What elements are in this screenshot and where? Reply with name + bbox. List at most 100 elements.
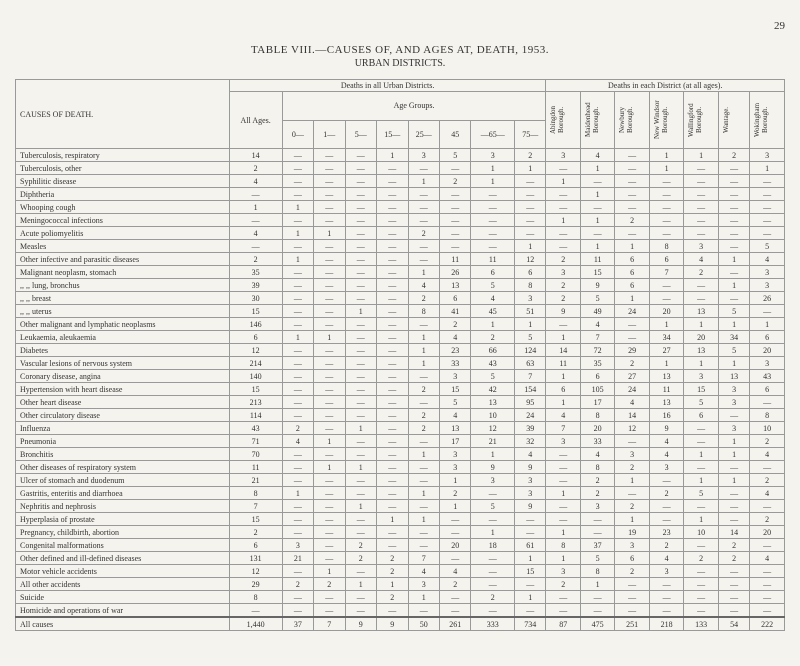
value-cell: — [649,188,683,201]
value-cell: — [314,539,345,552]
value-cell: 333 [471,617,514,631]
value-cell: 1 [282,331,313,344]
value-cell: 15 [440,383,471,396]
value-cell: 15 [229,305,282,318]
value-cell: — [377,175,408,188]
value-cell: 1 [615,240,649,253]
value-cell: — [314,201,345,214]
value-cell: 8 [580,461,614,474]
value-cell: — [282,357,313,370]
value-cell: — [471,188,514,201]
value-cell: 4 [471,292,514,305]
cause-cell: Tuberculosis, other [16,162,230,175]
value-cell: 11 [229,461,282,474]
value-cell: — [471,240,514,253]
value-cell: 4 [440,565,471,578]
value-cell: — [377,383,408,396]
value-cell: 3 [282,539,313,552]
value-cell: — [229,240,282,253]
value-cell: 2 [649,539,683,552]
value-cell: — [750,565,785,578]
value-cell: 1 [471,526,514,539]
value-cell: — [314,591,345,604]
value-cell: — [377,214,408,227]
value-cell: — [440,552,471,565]
value-cell: — [750,461,785,474]
district-col: Wallingford Borough. [686,93,704,147]
value-cell: — [408,461,439,474]
value-cell: — [718,500,749,513]
value-cell: 1 [314,461,345,474]
value-cell: 2 [345,552,376,565]
value-cell: 35 [580,357,614,370]
value-cell: — [440,513,471,526]
value-cell: 1 [282,201,313,214]
value-cell: — [282,383,313,396]
value-cell: 1 [408,266,439,279]
value-cell: 1 [314,435,345,448]
value-cell: 1 [282,227,313,240]
district-col: Abingdon Borough. [548,93,566,147]
value-cell: 131 [229,552,282,565]
value-cell: — [684,214,718,227]
value-cell: — [345,344,376,357]
value-cell: — [546,604,580,618]
value-cell: — [377,422,408,435]
value-cell: 4 [649,552,683,565]
value-cell: 20 [649,305,683,318]
value-cell: 5 [440,149,471,162]
value-cell: — [615,487,649,500]
value-cell: — [750,500,785,513]
value-cell: 11 [440,253,471,266]
value-cell: 9 [471,461,514,474]
value-cell: 7 [546,422,580,435]
value-cell: — [282,344,313,357]
value-cell: — [377,500,408,513]
table-row: Leukaemia, aleukaemia611——142517—3420346 [16,331,785,344]
value-cell: — [684,292,718,305]
table-row: ,, ,, lung, bronchus39————41358296——13 [16,279,785,292]
value-cell: — [546,591,580,604]
value-cell: — [718,578,749,591]
value-cell: — [649,292,683,305]
table-row: Syphilitic disease4————121—1—————— [16,175,785,188]
value-cell: — [377,396,408,409]
value-cell: 5 [750,240,785,253]
value-cell: — [684,604,718,618]
value-cell: — [377,305,408,318]
value-cell: — [282,175,313,188]
value-cell: 8 [546,539,580,552]
value-cell: — [718,162,749,175]
cause-cell: Other infective and parasitic diseases [16,253,230,266]
value-cell: — [345,201,376,214]
value-cell: 42 [471,383,514,396]
value-cell: 1 [649,357,683,370]
value-cell: 13 [684,305,718,318]
cause-cell: Diabetes [16,344,230,357]
value-cell: 1 [546,552,580,565]
value-cell: 1 [408,487,439,500]
value-cell: — [615,435,649,448]
table-row: Ulcer of stomach and duodenum21—————133—… [16,474,785,487]
value-cell: 4 [750,487,785,500]
value-cell: — [546,513,580,526]
value-cell: — [546,201,580,214]
value-cell: — [345,487,376,500]
value-cell: 3 [546,149,580,162]
value-cell: 1 [345,305,376,318]
value-cell: 1 [345,578,376,591]
value-cell: 3 [718,396,749,409]
value-cell: 4 [649,435,683,448]
value-cell: — [282,591,313,604]
value-cell: 1 [314,227,345,240]
value-cell: 24 [615,305,649,318]
value-cell: — [684,162,718,175]
value-cell: 4 [580,448,614,461]
value-cell: 3 [440,370,471,383]
table-title: TABLE VIII.—CAUSES OF, AND AGES AT, DEAT… [15,44,785,56]
value-cell: — [684,227,718,240]
value-cell: 3 [649,461,683,474]
value-cell: — [408,370,439,383]
value-cell: — [750,227,785,240]
table-row: Hypertension with heart disease15————215… [16,383,785,396]
